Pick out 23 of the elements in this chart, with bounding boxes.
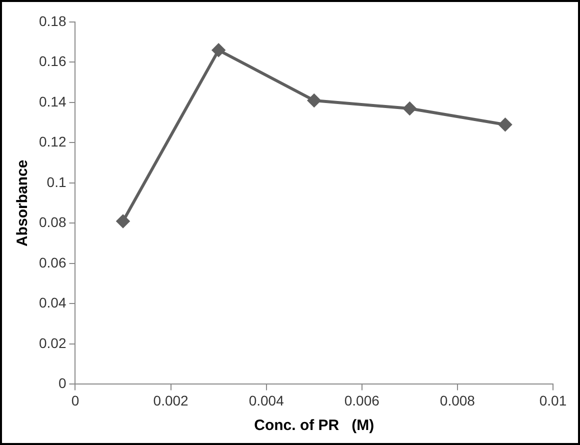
- x-tick-label: 0.008: [440, 392, 476, 408]
- point: [403, 102, 416, 116]
- x-tick-label: 0.004: [248, 392, 284, 408]
- point: [498, 118, 512, 132]
- y-tick-label: 0.02: [39, 334, 66, 351]
- x-tick-label: 0.002: [153, 392, 189, 408]
- y-tick-label: 0.08: [39, 214, 66, 230]
- x-tick-label: 0.006: [344, 392, 380, 408]
- point: [308, 94, 321, 107]
- point: [212, 44, 226, 57]
- y-tick-label: 0.18: [39, 12, 66, 29]
- y-tick-label: 0.04: [39, 294, 66, 311]
- y-tick-label: 0.1: [46, 174, 66, 190]
- y-tick-label: 0.16: [39, 53, 66, 70]
- x-tick-label: 0: [71, 392, 80, 408]
- y-tick-label: 0: [58, 375, 66, 392]
- y-axis-title: Absorbance: [14, 160, 32, 246]
- point: [116, 214, 130, 228]
- x-axis-title: Conc. of PR (M): [254, 417, 374, 434]
- y-tick-label: 0.14: [39, 93, 66, 110]
- y-tick-label: 0.12: [39, 134, 66, 150]
- x-tick-label: 0.01: [539, 392, 567, 408]
- y-tick-label: 0.06: [39, 254, 66, 270]
